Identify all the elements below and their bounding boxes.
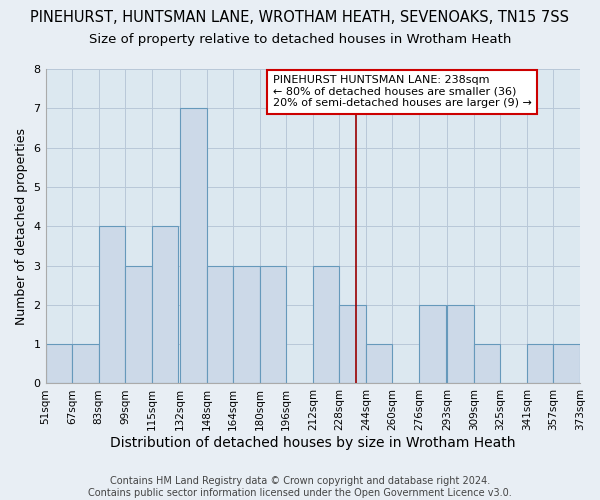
- Bar: [527, 344, 553, 384]
- Bar: [46, 344, 72, 384]
- Bar: [233, 266, 260, 384]
- Bar: [313, 266, 340, 384]
- Bar: [152, 226, 178, 384]
- Text: PINEHURST, HUNTSMAN LANE, WROTHAM HEATH, SEVENOAKS, TN15 7SS: PINEHURST, HUNTSMAN LANE, WROTHAM HEATH,…: [31, 10, 569, 25]
- Bar: [72, 344, 98, 384]
- Bar: [447, 305, 474, 384]
- Bar: [553, 344, 580, 384]
- X-axis label: Distribution of detached houses by size in Wrotham Heath: Distribution of detached houses by size …: [110, 436, 515, 450]
- Bar: [474, 344, 500, 384]
- Bar: [340, 305, 366, 384]
- Y-axis label: Number of detached properties: Number of detached properties: [15, 128, 28, 324]
- Text: Contains HM Land Registry data © Crown copyright and database right 2024.
Contai: Contains HM Land Registry data © Crown c…: [88, 476, 512, 498]
- Bar: [260, 266, 286, 384]
- Text: PINEHURST HUNTSMAN LANE: 238sqm
← 80% of detached houses are smaller (36)
20% of: PINEHURST HUNTSMAN LANE: 238sqm ← 80% of…: [272, 76, 532, 108]
- Bar: [419, 305, 446, 384]
- Bar: [98, 226, 125, 384]
- Bar: [125, 266, 152, 384]
- Text: Size of property relative to detached houses in Wrotham Heath: Size of property relative to detached ho…: [89, 32, 511, 46]
- Bar: [206, 266, 233, 384]
- Bar: [180, 108, 206, 384]
- Bar: [366, 344, 392, 384]
